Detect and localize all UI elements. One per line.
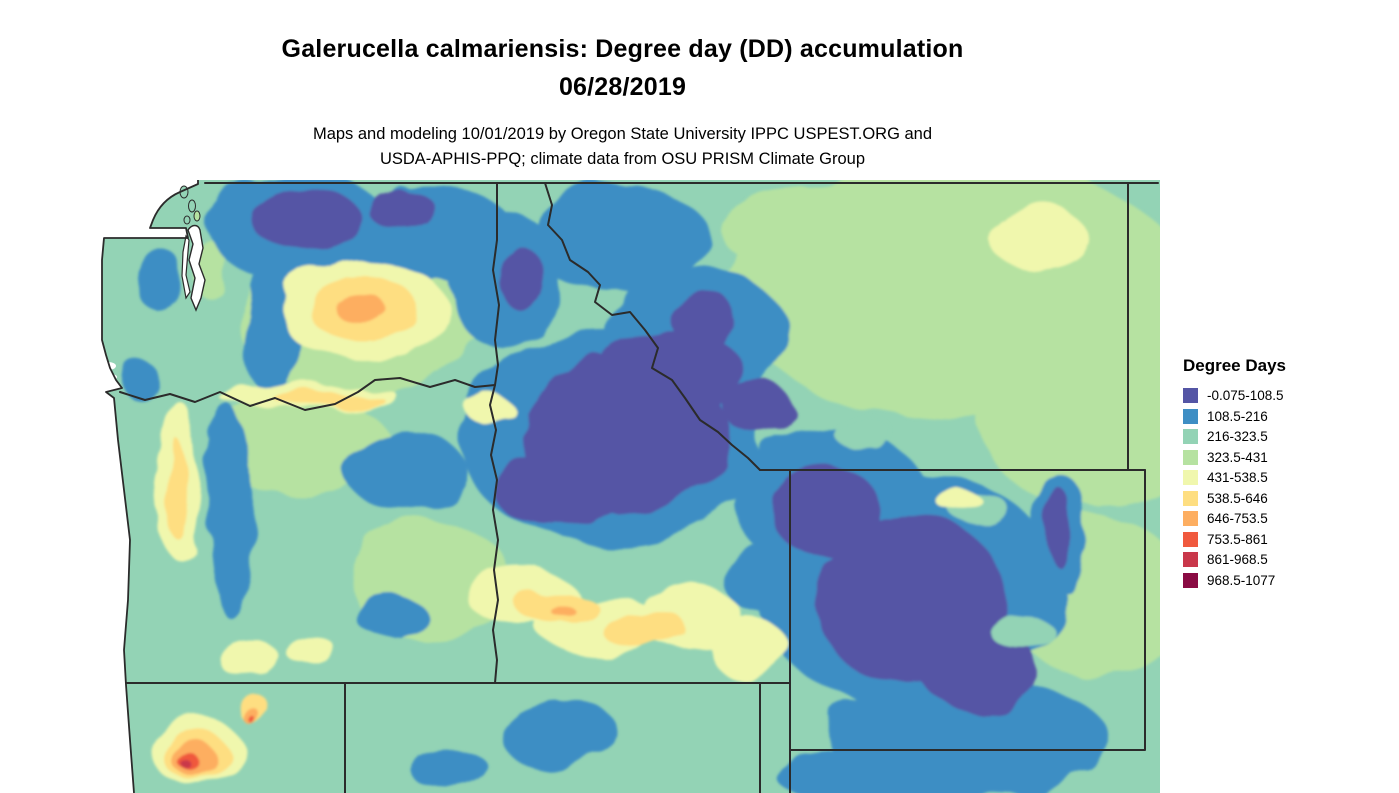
legend-label: 323.5-431	[1207, 449, 1268, 465]
legend-item: 968.5-1077	[1183, 572, 1286, 588]
legend-swatch	[1183, 511, 1198, 526]
legend-item: 538.5-646	[1183, 490, 1286, 506]
legend-swatch	[1183, 572, 1198, 588]
legend-label: 861-968.5	[1207, 552, 1268, 567]
pnw-degree-day-map	[100, 180, 1160, 793]
legend-label: 646-753.5	[1207, 511, 1268, 526]
legend-label: 216-323.5	[1207, 429, 1268, 444]
legend-label: 753.5-861	[1207, 531, 1268, 547]
legend-swatch	[1183, 388, 1198, 403]
san-juan-islands	[179, 185, 201, 225]
attribution-line-1: Maps and modeling 10/01/2019 by Oregon S…	[312, 125, 933, 143]
legend-item: 861-968.5	[1183, 552, 1286, 567]
coastline	[101, 180, 199, 793]
border-wyoming	[789, 469, 1146, 751]
legend-item: 216-323.5	[1183, 429, 1286, 444]
state-borders	[119, 182, 1159, 793]
legend-swatch	[1183, 470, 1198, 485]
legend-swatch	[1183, 552, 1198, 567]
legend-item: -0.075-108.5	[1183, 388, 1286, 403]
page-title: Galerucella calmariensis: Degree day (DD…	[281, 35, 964, 63]
legend-swatch	[1183, 490, 1198, 506]
legend-item: 753.5-861	[1183, 531, 1286, 547]
legend-label: 538.5-646	[1207, 490, 1268, 506]
legend-label: 968.5-1077	[1207, 572, 1276, 588]
legend-title: Degree Days	[1183, 356, 1287, 375]
page-title-date: 06/28/2019	[558, 73, 687, 101]
legend-item: 323.5-431	[1183, 449, 1286, 465]
pacific-ocean	[100, 180, 206, 793]
legend-label: 108.5-216	[1207, 408, 1268, 424]
legend-swatch	[1183, 531, 1198, 547]
border-washington-oregon	[119, 377, 496, 411]
legend-label: 431-538.5	[1207, 470, 1268, 485]
raster-layer	[117, 180, 1160, 793]
map-attribution: Maps and modeling 10/01/2019 by Oregon S…	[0, 122, 1245, 172]
legend-item: 431-538.5	[1183, 470, 1286, 485]
legend-item: 108.5-216	[1183, 408, 1286, 424]
legend-label: -0.075-108.5	[1207, 388, 1284, 403]
legend-swatch	[1183, 408, 1198, 424]
border-idaho-montana	[544, 182, 761, 471]
legend-item: 646-753.5	[1183, 511, 1286, 526]
attribution-line-2: USDA-APHIS-PPQ; climate data from OSU PR…	[379, 150, 866, 168]
map-title-block: Galerucella calmariensis: Degree day (DD…	[0, 30, 1245, 172]
legend: Degree Days -0.075-108.5 108.5-216 216-3…	[1183, 356, 1286, 593]
legend-swatch	[1183, 429, 1198, 444]
border-washington-idaho	[489, 182, 500, 684]
map-image	[100, 180, 1160, 793]
legend-swatch	[1183, 449, 1198, 465]
